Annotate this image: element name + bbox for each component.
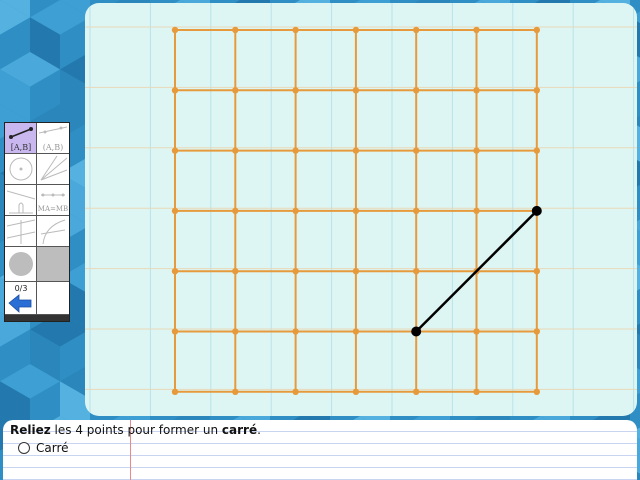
grid-point[interactable] [232,268,239,275]
grid-point[interactable] [413,147,420,154]
undo-counter: 0/3 [14,284,28,293]
grid-point[interactable] [413,207,420,215]
parallel-icon [6,219,36,244]
segment-endpoint[interactable] [531,205,542,216]
grid-point[interactable] [292,328,299,335]
rays-tool-button[interactable] [37,154,69,185]
grid-point[interactable] [171,87,179,94]
toolbar-base [5,315,69,321]
instruction-middle: les 4 points pour former un [50,423,222,437]
grid-point[interactable] [171,26,179,34]
grid-point[interactable] [473,87,480,94]
grid-point[interactable] [232,328,239,335]
grid-point[interactable] [473,26,480,34]
drawn-segment [415,210,538,333]
line-tool-button[interactable]: (A,B) [37,123,69,154]
instruction-verb: Reliez [10,423,51,437]
grid-point[interactable] [473,147,480,154]
grid-point[interactable] [171,328,179,335]
grid-point[interactable] [232,87,239,94]
drawn-segment-layer [411,205,542,337]
grid-point[interactable] [352,87,360,94]
grid-point[interactable] [533,147,540,154]
grid-point[interactable] [352,207,360,215]
arc-tool-button[interactable] [37,216,69,247]
grid-point[interactable] [413,388,420,395]
grid-point[interactable] [533,328,540,335]
rays-icon [40,155,68,181]
grid-point[interactable] [473,207,480,215]
grid-point[interactable] [292,147,299,154]
grid-point[interactable] [232,388,239,395]
perpendicular-icon [6,190,36,214]
line-icon [38,126,68,134]
grid-point[interactable] [232,147,239,154]
grid-point[interactable] [533,268,540,275]
grid-point[interactable] [533,87,540,94]
grid-point[interactable] [473,328,480,335]
grid-point[interactable] [533,388,540,395]
grid-point[interactable] [292,207,299,215]
geometry-toolbar: [A,B] (A,B) MA=MB [4,122,70,322]
grid-point[interactable] [352,268,360,275]
answer-radio[interactable] [18,442,30,454]
grid-point[interactable] [352,26,360,34]
notebook-margin-line [130,420,131,480]
segment-tool-label: [A,B] [10,143,32,152]
filled-circle-icon [9,252,33,276]
filled-square-icon [37,247,69,281]
parallel-tool-button[interactable] [5,216,37,247]
grid-point[interactable] [292,268,299,275]
grid-point[interactable] [232,26,239,34]
instruction-keyword: carré [221,423,258,437]
circle-tool-button[interactable] [5,154,37,185]
grid-point[interactable] [413,87,420,94]
midpoint-icon [41,193,65,197]
empty-tool-slot [37,282,69,315]
paper-grid [85,3,637,416]
instruction-text: Reliez les 4 points pour former un carré… [10,423,261,437]
circle-shape-button[interactable] [5,247,37,282]
line-tool-label: (A,B) [42,143,64,152]
point-grid [171,26,540,395]
grid-point[interactable] [171,268,179,275]
grid-point[interactable] [413,268,420,275]
grid-point[interactable] [292,26,299,34]
square-shape-button[interactable] [37,247,69,282]
midpoint-tool-button[interactable]: MA=MB [37,185,69,216]
grid-point[interactable] [352,328,360,335]
answer-option-label: Carré [36,441,69,455]
perpendicular-tool-button[interactable] [5,185,37,216]
undo-arrow-icon [8,294,32,313]
grid-point[interactable] [171,147,179,154]
arc-icon [40,219,66,245]
grid-point[interactable] [533,26,540,34]
midpoint-tool-label: MA=MB [37,205,69,213]
segment-icon [9,127,33,139]
grid-point[interactable] [352,147,360,154]
grid-point[interactable] [171,388,179,395]
grid-point[interactable] [292,87,299,94]
instruction-end: . [257,423,261,437]
grid-point[interactable] [473,388,480,395]
circle-icon [9,157,33,181]
grid-point[interactable] [413,26,420,34]
grid-point[interactable] [232,207,239,215]
segment-endpoint[interactable] [411,326,422,337]
grid-point[interactable] [352,388,360,395]
undo-button[interactable]: 0/3 [5,282,37,315]
segment-tool-button[interactable]: [A,B] [5,123,37,154]
instruction-panel: Reliez les 4 points pour former un carré… [3,420,637,480]
answer-option[interactable]: Carré [18,441,69,455]
drawing-board[interactable] [85,3,637,416]
grid-point[interactable] [292,388,299,395]
grid-point[interactable] [171,207,179,215]
